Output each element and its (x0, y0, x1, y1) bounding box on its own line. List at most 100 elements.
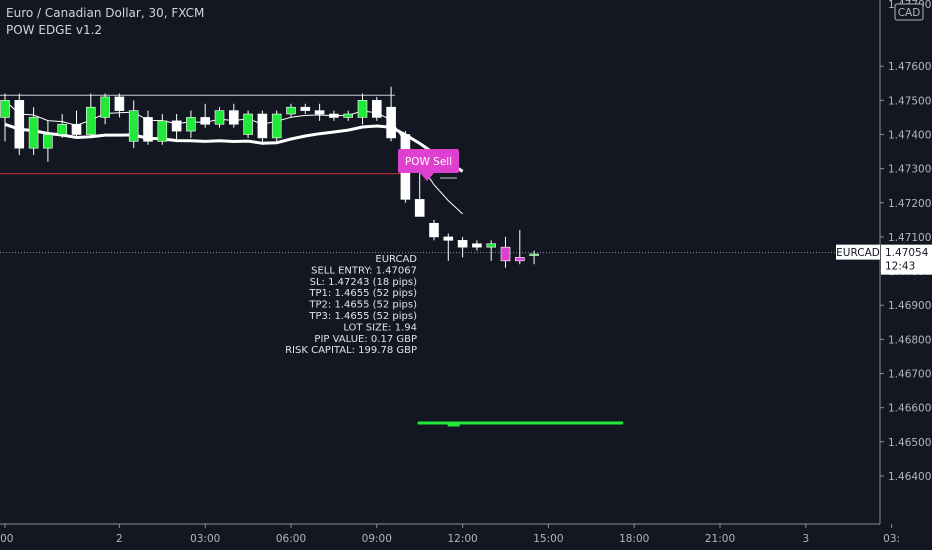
candle-body (0, 100, 10, 118)
candle (443, 233, 454, 261)
candle-body (271, 113, 282, 139)
candle (472, 240, 482, 251)
x-tick-label: 06:00 (276, 533, 306, 545)
signal-pointer (420, 173, 434, 181)
x-tick-label: 03:00 (190, 533, 220, 545)
candle-body (357, 100, 368, 118)
currency-badge[interactable] (894, 3, 924, 21)
candle-body (100, 96, 110, 118)
candle-body (186, 117, 196, 132)
candle (143, 110, 153, 145)
candle (243, 110, 253, 138)
x-tick-label: 15:00 (533, 533, 563, 545)
candle (257, 110, 268, 145)
signal-marker[interactable]: POW Sell (398, 149, 459, 181)
candle (414, 168, 425, 217)
candle-body (472, 243, 482, 248)
y-tick-label: 1.46400 (888, 471, 931, 483)
candle (329, 110, 339, 121)
trade-info-line: EURCAD (375, 254, 417, 265)
candle (214, 107, 225, 128)
candle (514, 230, 525, 265)
candle-body (229, 110, 239, 125)
candle (0, 93, 10, 142)
y-tick-label: 1.47400 (888, 130, 931, 142)
trade-info-line: PIP VALUE: 0.17 GBP (314, 334, 417, 345)
candle-body (314, 110, 325, 115)
y-axis: 1.47600 1.47500 1.47400 1.47300 1.47200 1.471… (879, 0, 931, 524)
candle (57, 114, 68, 138)
candle-body (300, 106, 311, 111)
y-tick-label: 1.47600 (888, 61, 931, 73)
candle (157, 114, 168, 145)
candle-body (414, 199, 425, 217)
symbol-tag-box (836, 244, 880, 260)
signal-box[interactable] (398, 149, 459, 173)
trade-info-line: SELL ENTRY: 1.47067 (311, 265, 417, 276)
candle (529, 250, 539, 265)
chart-title: Euro / Canadian Dollar, 30, FXCM (6, 6, 205, 20)
candle-body (500, 246, 511, 262)
candle (357, 93, 368, 125)
trade-info-line: RISK CAPITAL: 199.78 GBP (285, 345, 417, 356)
x-axis: :00 2 03:00 06:00 09:00 12:00 15:00 18:00 21:00 3… (0, 523, 900, 545)
candle-body (329, 113, 339, 118)
price-tag-value: 1.47054 (885, 247, 929, 259)
candle (371, 96, 382, 121)
candle (486, 240, 497, 261)
candle (100, 93, 110, 125)
x-tick-label: 09:00 (362, 533, 392, 545)
candle-body (457, 240, 468, 248)
candle-body (257, 113, 268, 139)
candle (171, 114, 182, 142)
x-tick-label: 03: (883, 533, 900, 545)
currency-badge-label: CAD (898, 7, 921, 19)
trade-info-line: TP2: 1.4655 (52 pips) (308, 300, 417, 311)
candle (86, 93, 96, 138)
y-tick-label: 1.46800 (888, 334, 931, 346)
y-tick-label: 1.46600 (888, 403, 931, 415)
overlay-lines (0, 94, 880, 427)
candle-body (86, 106, 96, 135)
candle (343, 110, 354, 121)
trade-info-line: SL: 1.47243 (18 pips) (310, 277, 417, 288)
candle-body (214, 110, 225, 125)
trade-info-line: TP3: 1.4655 (52 pips) (308, 311, 417, 322)
candle-body (286, 106, 296, 115)
bar-countdown: 12:43 (885, 261, 915, 273)
candle (128, 100, 139, 149)
candle-body (71, 123, 82, 135)
candle-body (343, 113, 354, 118)
trade-info-line: TP1: 1.4655 (52 pips) (308, 288, 417, 299)
candle (271, 110, 282, 142)
candle-body (514, 257, 525, 262)
candle (314, 103, 325, 121)
x-tick-label: 18:00 (619, 533, 649, 545)
candle-body (443, 236, 454, 241)
price-tag: EURCAD 1.47054 12:43 (836, 244, 932, 275)
indicator-name[interactable]: POW EDGE v1.2 (6, 23, 103, 37)
candle (71, 110, 82, 138)
candle (43, 120, 53, 162)
candle-body (128, 110, 139, 142)
candle-body (143, 117, 153, 142)
x-tick-label: 3 (802, 533, 809, 545)
x-tick-label: :00 (0, 533, 13, 545)
candle (229, 103, 239, 128)
signal-label: POW Sell (405, 156, 452, 168)
y-tick-label: 1.46700 (888, 369, 931, 381)
candle (200, 103, 210, 128)
candle-body (486, 243, 497, 248)
candle (429, 219, 439, 241)
x-tick-label: 12:00 (447, 533, 477, 545)
candle (186, 110, 196, 138)
symbol-tag-label: EURCAD (836, 247, 880, 259)
candle (286, 103, 296, 118)
candle (28, 107, 39, 155)
candle (457, 236, 468, 258)
candle-body (200, 117, 210, 125)
candle-body (157, 120, 168, 142)
candle-body (114, 96, 125, 111)
